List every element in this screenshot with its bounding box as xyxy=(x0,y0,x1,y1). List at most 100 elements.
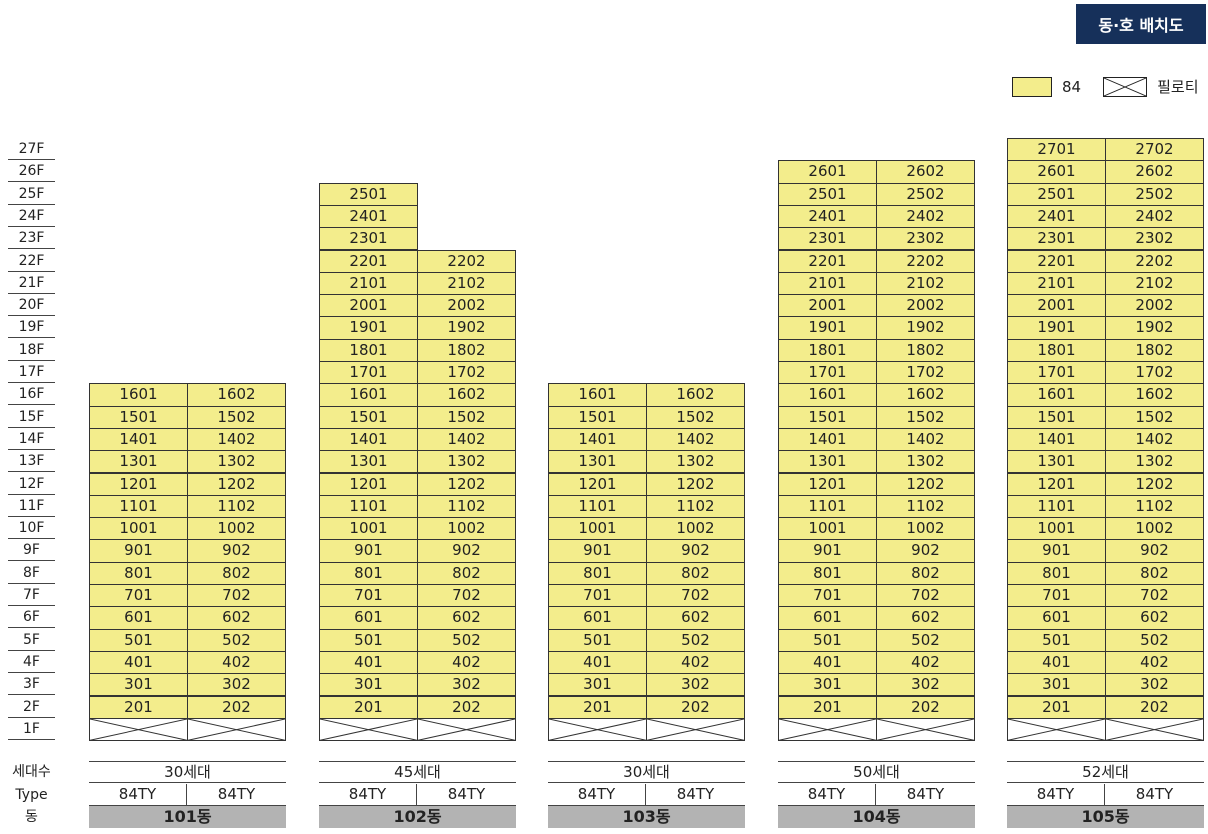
floor-label: 1F xyxy=(8,718,55,740)
legend-type-label: 84 xyxy=(1062,77,1082,96)
unit-type: 84TY xyxy=(1105,784,1204,806)
unit-cell: 2401 xyxy=(778,204,877,229)
unit-cell: 1701 xyxy=(1007,361,1106,385)
unit-cell: 1501 xyxy=(778,405,877,429)
unit-cell: 702 xyxy=(1105,584,1204,608)
unit-cell: 601 xyxy=(778,606,877,630)
floor-label: 7F xyxy=(8,584,55,606)
unit-cell: 1201 xyxy=(319,472,418,496)
unit-cell: 1502 xyxy=(876,405,975,429)
unit-cell: 701 xyxy=(319,584,418,608)
unit-cell: 1102 xyxy=(187,494,286,519)
unit-cell: 501 xyxy=(548,628,647,652)
unit-cell: 301 xyxy=(548,673,647,697)
unit-cell: 702 xyxy=(876,584,975,608)
unit-cell: 1501 xyxy=(1007,405,1106,429)
unit-cell: 701 xyxy=(778,584,877,608)
unit-cell: 1402 xyxy=(417,427,516,452)
unit-cell: 1801 xyxy=(319,338,418,362)
row-header-households: 세대수 xyxy=(12,764,51,780)
unit-cell: 301 xyxy=(319,673,418,697)
unit-cell: 2001 xyxy=(778,294,877,318)
unit-cell: 1502 xyxy=(646,405,745,429)
unit-cell: 1002 xyxy=(646,517,745,541)
unit-cell: 1101 xyxy=(548,494,647,519)
unit-cell: 2502 xyxy=(1105,182,1204,206)
unit-cell: 1902 xyxy=(417,316,516,340)
unit-cell: 1601 xyxy=(548,383,647,407)
unit-cell: 901 xyxy=(1007,539,1106,563)
legend: 84 필로티 xyxy=(1012,76,1199,97)
unit-type: 84TY xyxy=(1007,784,1105,806)
unit-type: 84TY xyxy=(89,784,187,806)
unit-cell: 802 xyxy=(187,561,286,585)
unit-cell: 702 xyxy=(417,584,516,608)
unit-cell: 602 xyxy=(187,606,286,630)
unit-cell: 701 xyxy=(548,584,647,608)
unit-cell: 502 xyxy=(876,628,975,652)
unit-cell: 302 xyxy=(417,673,516,697)
unit-cell: 2501 xyxy=(319,182,418,206)
unit-cell: 2201 xyxy=(1007,249,1106,273)
unit-cell: 1202 xyxy=(417,472,516,496)
unit-cell: 801 xyxy=(319,561,418,585)
unit-cell: 801 xyxy=(89,561,188,585)
floor-label: 26F xyxy=(8,160,55,183)
unit-cell: 1102 xyxy=(876,494,975,519)
unit-cell: 1301 xyxy=(548,450,647,474)
unit-cell: 502 xyxy=(646,628,745,652)
households-count: 45세대 xyxy=(319,761,516,783)
unit-cell: 2202 xyxy=(417,249,516,273)
unit-cell: 202 xyxy=(417,695,516,719)
pilotis-cell xyxy=(646,717,745,742)
building-name: 105동 xyxy=(1007,806,1204,828)
unit-cell: 1701 xyxy=(319,361,418,385)
unit-cell: 2402 xyxy=(876,204,975,229)
unit-cell: 2602 xyxy=(876,160,975,184)
unit-cell: 701 xyxy=(89,584,188,608)
unit-cell: 901 xyxy=(89,539,188,563)
unit-cell: 402 xyxy=(1105,650,1204,675)
unit-cell: 502 xyxy=(1105,628,1204,652)
unit-cell: 401 xyxy=(319,650,418,675)
unit-type: 84TY xyxy=(319,784,417,806)
unit-cell: 1002 xyxy=(1105,517,1204,541)
unit-cell: 1202 xyxy=(876,472,975,496)
unit-cell: 501 xyxy=(778,628,877,652)
unit-cell: 1502 xyxy=(417,405,516,429)
unit-cell: 602 xyxy=(1105,606,1204,630)
unit-cell: 901 xyxy=(548,539,647,563)
unit-cell: 2101 xyxy=(319,271,418,296)
unit-cell: 2201 xyxy=(319,249,418,273)
unit-cell: 1502 xyxy=(1105,405,1204,429)
unit-cell: 1002 xyxy=(187,517,286,541)
unit-cell: 2202 xyxy=(1105,249,1204,273)
building-name: 104동 xyxy=(778,806,975,828)
unit-cell: 2101 xyxy=(778,271,877,296)
unit-cell: 2002 xyxy=(1105,294,1204,318)
unit-cell: 901 xyxy=(319,539,418,563)
unit-cell: 2502 xyxy=(876,182,975,206)
unit-type: 84TY xyxy=(646,784,745,806)
unit-cell: 1602 xyxy=(187,383,286,407)
unit-cell: 401 xyxy=(1007,650,1106,675)
unit-cell: 301 xyxy=(89,673,188,697)
legend-type-swatch xyxy=(1012,76,1052,97)
unit-cell: 2202 xyxy=(876,249,975,273)
unit-cell: 902 xyxy=(187,539,286,563)
building-name: 101동 xyxy=(89,806,286,828)
unit-cell: 2501 xyxy=(778,182,877,206)
unit-cell: 601 xyxy=(319,606,418,630)
unit-cell: 1401 xyxy=(319,427,418,452)
unit-cell: 2102 xyxy=(1105,271,1204,296)
unit-cell: 1102 xyxy=(646,494,745,519)
unit-cell: 602 xyxy=(646,606,745,630)
unit-cell: 602 xyxy=(876,606,975,630)
legend-pilotis-icon xyxy=(1103,76,1148,97)
unit-type: 84TY xyxy=(778,784,876,806)
floor-label: 15F xyxy=(8,406,55,428)
unit-cell: 1001 xyxy=(548,517,647,541)
unit-cell: 1202 xyxy=(646,472,745,496)
unit-cell: 1901 xyxy=(1007,316,1106,340)
floor-label: 21F xyxy=(8,272,55,294)
